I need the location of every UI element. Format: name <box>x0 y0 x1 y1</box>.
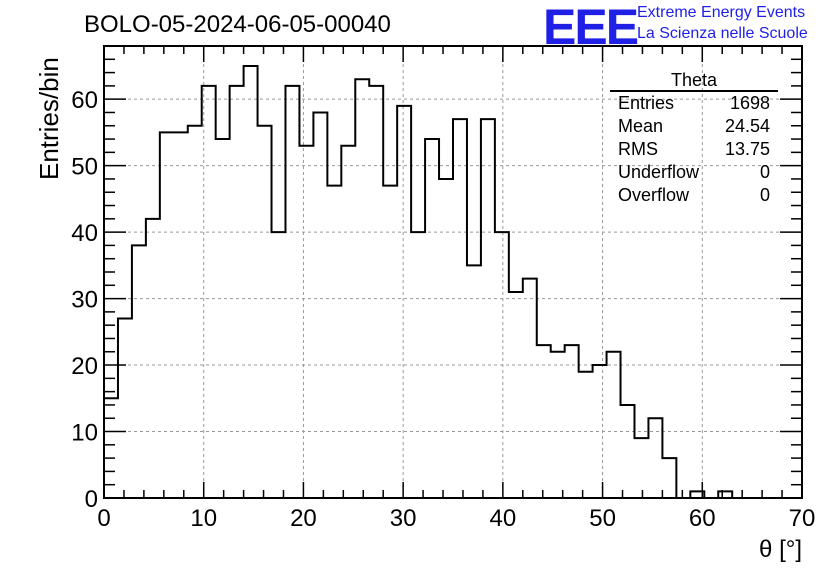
stats-label: Entries <box>618 93 675 113</box>
y-tick-label: 40 <box>71 220 98 247</box>
logo-line-2: La Scienza nelle Scuole <box>637 25 808 42</box>
chart-title: BOLO-05-2024-06-05-00040 <box>84 11 391 38</box>
stats-row-overflow: Overflow 0 <box>610 184 778 207</box>
x-tick-label: 70 <box>789 505 816 532</box>
stats-title: Theta <box>610 70 778 92</box>
y-tick-label: 60 <box>71 87 98 114</box>
y-tick-label: 20 <box>71 353 98 380</box>
stats-label: RMS <box>618 139 658 159</box>
stats-label: Overflow <box>618 185 690 205</box>
stats-value: 0 <box>759 162 770 182</box>
y-tick-label: 0 <box>85 486 98 513</box>
stats-label: Underflow <box>618 162 700 182</box>
stats-row-entries: Entries 1698 <box>610 92 778 115</box>
x-tick-label: 50 <box>589 505 616 532</box>
x-tick-label: 40 <box>490 505 517 532</box>
x-tick-label: 20 <box>290 505 317 532</box>
x-tick-label: 10 <box>190 505 217 532</box>
y-tick-label: 30 <box>71 287 98 314</box>
y-tick-label: 50 <box>71 154 98 181</box>
x-tick-label: 0 <box>97 505 110 532</box>
y-axis-label: Entries/bin <box>34 57 64 180</box>
y-axis-label-wrap: Entries/bin <box>8 57 64 180</box>
stats-box: Theta Entries 1698 Mean 24.54 RMS 13.75 … <box>610 70 778 207</box>
stats-row-underflow: Underflow 0 <box>610 161 778 184</box>
eee-logo: EEE Extreme Energy Events La Scienza nel… <box>543 0 835 55</box>
x-tick-label: 30 <box>390 505 417 532</box>
stats-value: 13.75 <box>724 139 770 159</box>
stats-row-mean: Mean 24.54 <box>610 115 778 138</box>
y-tick-label: 10 <box>71 420 98 447</box>
stats-value: 1698 <box>729 93 770 113</box>
stats-value: 0 <box>759 185 770 205</box>
logo-line-1: Extreme Energy Events <box>637 4 806 21</box>
histogram-series-line <box>103 64 802 499</box>
stats-row-rms: RMS 13.75 <box>610 138 778 161</box>
x-axis-label: θ [°] <box>759 536 802 563</box>
x-tick-label: 60 <box>689 505 716 532</box>
stats-label: Mean <box>618 116 664 136</box>
stats-value: 24.54 <box>724 116 770 136</box>
logo-mark: EEE <box>543 0 639 55</box>
